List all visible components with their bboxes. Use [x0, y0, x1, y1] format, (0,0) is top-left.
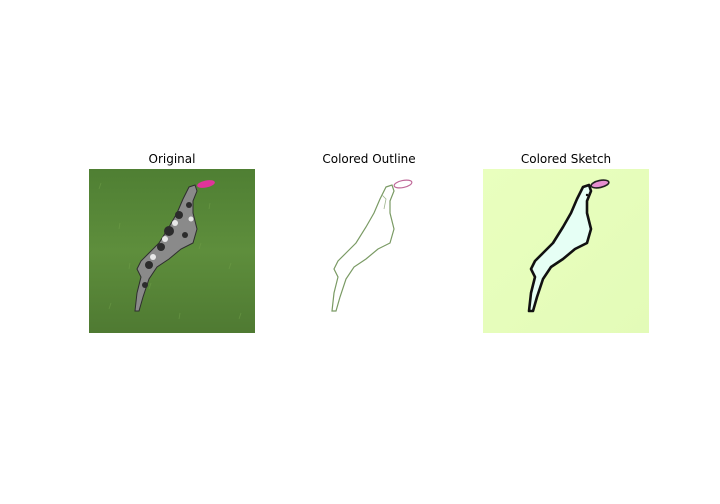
panel-title: Colored Sketch: [520, 152, 612, 166]
panel-original: Original: [89, 150, 255, 333]
original-image: [89, 169, 255, 333]
panel-title: Colored Outline: [322, 152, 416, 166]
panel-colored-sketch: Colored Sketch: [483, 150, 649, 333]
panel-colored-outline: Colored Outline: [286, 150, 452, 333]
colored-outline-image: [286, 169, 452, 333]
colored-sketch-image: [483, 169, 649, 333]
panel-title: Original: [148, 152, 196, 166]
